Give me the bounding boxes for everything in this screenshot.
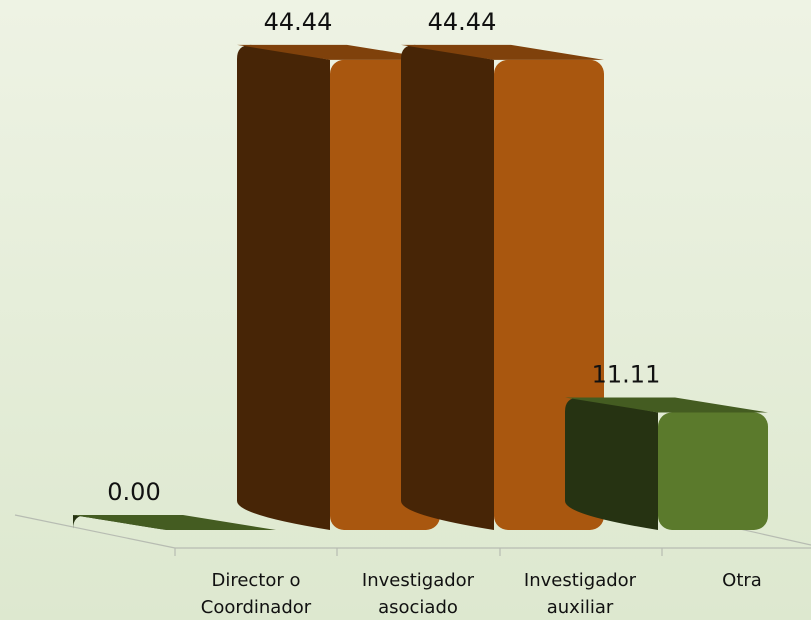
x-tick-label-line: Director o	[211, 570, 300, 591]
value-label: 44.44	[428, 8, 497, 36]
x-tick-label-line: Otra	[722, 570, 762, 591]
bar-top	[73, 515, 276, 530]
x-tick-label: Otra	[722, 570, 762, 591]
bar-top	[401, 44, 604, 60]
bar-top	[237, 44, 440, 60]
x-tick-label-line: auxiliar	[547, 597, 614, 618]
x-tick-label-line: Investigador	[362, 570, 475, 591]
x-tick-label-line: Coordinador	[201, 597, 312, 618]
bar-side	[401, 44, 494, 530]
bar-top	[565, 397, 768, 413]
value-label: 0.00	[107, 478, 160, 506]
value-label: 11.11	[592, 360, 661, 388]
bar-side	[565, 397, 658, 530]
bar-side	[237, 44, 330, 530]
bar	[658, 412, 768, 530]
value-label: 44.44	[264, 8, 333, 36]
x-tick-label-line: Investigador	[524, 570, 637, 591]
x-tick-label: Investigador asociado	[362, 570, 475, 618]
x-tick-label: Investigador auxiliar	[524, 570, 637, 618]
x-tick-label: Director o Coordinador	[201, 570, 312, 618]
x-tick-label-line: asociado	[378, 597, 458, 618]
